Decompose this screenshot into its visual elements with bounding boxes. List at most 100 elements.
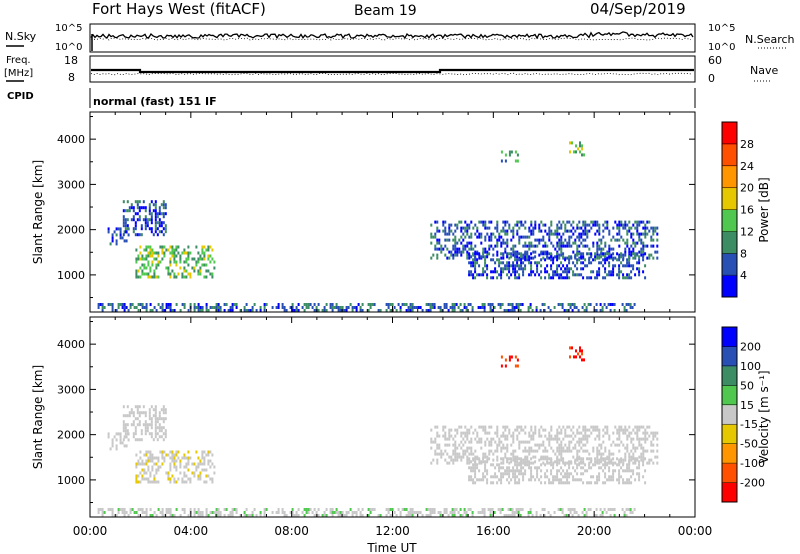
velocity-cell <box>581 349 583 353</box>
velocity-cell <box>197 456 200 460</box>
power-cell <box>518 220 521 224</box>
power-cell <box>575 144 577 148</box>
velocity-cell <box>510 469 513 473</box>
power-cell <box>229 306 232 309</box>
velocity-cell <box>119 435 122 439</box>
power-cell <box>119 230 122 234</box>
velocity-cell <box>584 449 587 453</box>
velocity-cell <box>568 466 571 470</box>
velocity-cell <box>506 443 509 447</box>
velocity-cell <box>516 434 519 438</box>
velocity-cell <box>307 511 310 514</box>
velocity-cell <box>528 446 531 450</box>
power-cell <box>532 226 535 230</box>
velocity-cell <box>599 508 602 511</box>
velocity-cell <box>305 511 308 514</box>
power-cell <box>201 245 204 249</box>
power-cell <box>367 309 370 312</box>
velocity-cell <box>576 431 579 435</box>
power-cell <box>612 256 615 260</box>
velocity-cell <box>506 425 509 429</box>
velocity-cell <box>510 460 513 464</box>
power-cell <box>466 226 469 230</box>
power-cell <box>550 276 553 280</box>
velocity-cell <box>608 434 611 438</box>
power-cell <box>152 209 155 213</box>
velocity-cell <box>625 514 628 517</box>
velocity-cell <box>447 514 450 517</box>
power-cell <box>622 253 625 257</box>
velocity-cell <box>519 514 522 517</box>
power-cell <box>159 245 162 249</box>
power-cell <box>448 226 451 230</box>
velocity-cell <box>317 508 320 511</box>
velocity-heatmap-cells <box>97 346 659 517</box>
velocity-cell <box>444 449 447 453</box>
velocity-cell <box>453 511 456 514</box>
power-cell <box>546 244 549 248</box>
power-cell <box>466 244 469 248</box>
velocity-cell <box>171 514 174 517</box>
velocity-cell <box>648 425 651 429</box>
power-cell <box>496 223 499 227</box>
power-cell <box>506 252 509 256</box>
power-cell <box>331 303 334 306</box>
power-cell <box>594 258 597 262</box>
velocity-cell <box>149 453 152 457</box>
power-cell <box>608 229 611 233</box>
power-cell <box>548 226 551 230</box>
velocity-cell <box>459 508 462 511</box>
power-cell <box>586 276 589 280</box>
power-cell <box>625 303 628 306</box>
velocity-cell <box>145 459 148 463</box>
power-cell <box>432 253 435 257</box>
power-cell <box>157 263 160 267</box>
velocity-echo-region <box>430 425 659 465</box>
power-cell <box>458 247 461 251</box>
velocity-cell <box>630 475 633 479</box>
power-cell <box>522 267 525 271</box>
power-cell <box>471 306 474 309</box>
power-cell <box>452 232 455 236</box>
velocity-cell <box>638 455 641 459</box>
velocity-cell <box>134 405 137 409</box>
power-cell <box>154 212 157 216</box>
power-cell <box>458 238 461 242</box>
power-cell <box>205 263 208 267</box>
velocity-cell <box>577 514 580 517</box>
power-cell <box>456 223 459 227</box>
velocity-cell <box>582 472 585 476</box>
velocity-cell <box>578 461 581 465</box>
power-cell <box>141 272 144 276</box>
velocity-cell <box>458 443 461 447</box>
power-cell <box>207 245 210 249</box>
power-cell <box>560 276 563 280</box>
power-cell <box>430 241 433 245</box>
velocity-cell <box>171 459 174 463</box>
velocity-cell <box>610 478 613 482</box>
power-cell <box>592 223 595 227</box>
power-cell <box>484 250 487 254</box>
velocity-cell <box>529 508 532 511</box>
velocity-cell <box>387 508 390 511</box>
velocity-cell <box>205 480 208 484</box>
power-cell <box>355 306 358 309</box>
power-cell <box>119 233 122 237</box>
velocity-cell <box>154 432 157 436</box>
power-cell <box>642 244 645 248</box>
velocity-cell <box>622 478 625 482</box>
velocity-cell <box>468 461 471 465</box>
velocity-cell <box>474 449 477 453</box>
power-cell <box>151 275 154 279</box>
velocity-cell <box>616 428 619 432</box>
power-cell <box>463 306 466 309</box>
power-cell <box>576 258 579 262</box>
velocity-cell <box>436 461 439 465</box>
velocity-cell <box>167 511 170 514</box>
power-cell <box>568 241 571 245</box>
velocity-cell <box>524 425 527 429</box>
velocity-cell <box>429 508 432 511</box>
velocity-cell <box>484 475 487 479</box>
power-cell <box>173 309 176 312</box>
velocity-cell <box>644 434 647 438</box>
